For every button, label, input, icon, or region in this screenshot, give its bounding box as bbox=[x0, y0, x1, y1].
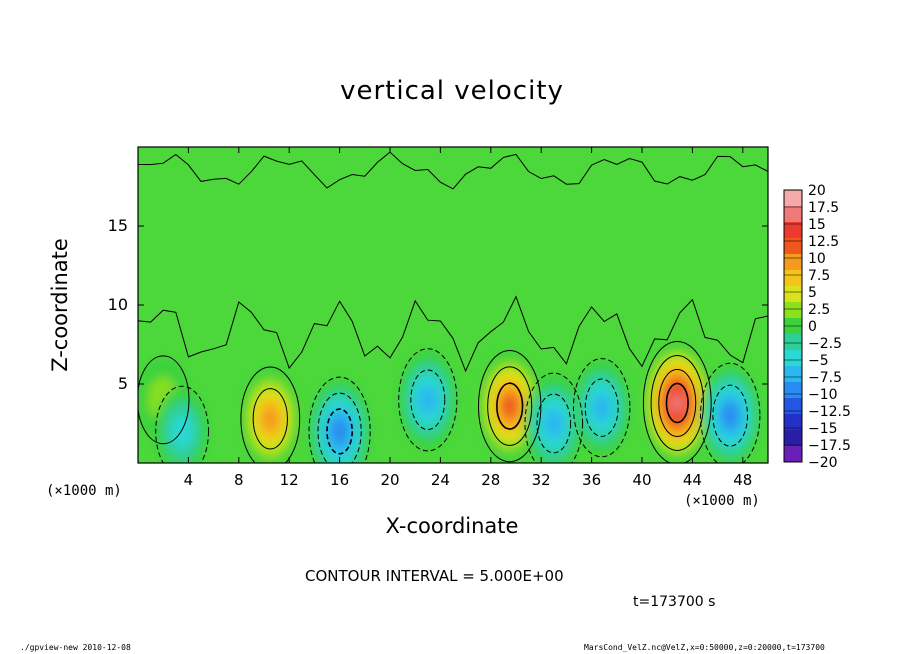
x-tick-label: 8 bbox=[234, 471, 244, 489]
contour-line bbox=[138, 355, 190, 445]
y-axis-unit: (×1000 m) bbox=[46, 483, 122, 499]
x-tick-label: 32 bbox=[532, 471, 551, 489]
x-tick-label: 36 bbox=[582, 471, 601, 489]
colorbar-label: −10 bbox=[808, 387, 838, 403]
x-tick-label: 28 bbox=[481, 471, 500, 489]
contour-line bbox=[524, 372, 584, 463]
colorbar-label: 17.5 bbox=[808, 200, 839, 216]
y-tick-label: 5 bbox=[118, 374, 128, 393]
x-tick-label: 20 bbox=[380, 471, 399, 489]
colorbar-swatch bbox=[784, 334, 802, 351]
footer-left: ./gpview-new 2010-12-08 bbox=[20, 643, 131, 652]
contour-line bbox=[496, 382, 524, 430]
colorbar-label: 7.5 bbox=[808, 268, 830, 284]
colorbar-swatch bbox=[784, 302, 802, 319]
contour-line bbox=[252, 388, 288, 450]
colorbar-label: 0 bbox=[808, 319, 817, 335]
colorbar-label: −17.5 bbox=[808, 438, 851, 454]
velocity-cell bbox=[524, 374, 584, 463]
x-axis-label: X-coordinate bbox=[385, 514, 519, 538]
colorbar-swatch bbox=[784, 222, 802, 239]
velocity-cell bbox=[572, 359, 631, 456]
chart-title: vertical velocity bbox=[340, 76, 564, 106]
colorbar-label: 2.5 bbox=[808, 302, 830, 318]
colorbar-label: 12.5 bbox=[808, 234, 839, 250]
x-tick-label: 4 bbox=[184, 471, 194, 489]
colorbar-swatch bbox=[784, 446, 802, 463]
contour-line bbox=[658, 368, 697, 437]
contour-lines bbox=[138, 151, 768, 463]
colorbar-label: 15 bbox=[808, 217, 826, 233]
colorbar-label: −12.5 bbox=[808, 404, 851, 420]
contour-line bbox=[326, 408, 354, 455]
velocity-field bbox=[138, 147, 768, 463]
velocity-cell bbox=[154, 387, 210, 463]
footer-right: MarsCond_VelZ.nc@VelZ,x=0:50000,z=0:2000… bbox=[584, 643, 825, 652]
velocity-cell bbox=[308, 378, 372, 463]
x-tick-label: 12 bbox=[280, 471, 299, 489]
colorbar-swatch bbox=[784, 238, 802, 255]
contour-line bbox=[642, 341, 712, 463]
contour-line bbox=[700, 362, 761, 463]
contour-line bbox=[572, 358, 631, 458]
x-axis-unit: (×1000 m) bbox=[684, 493, 760, 509]
contour-line bbox=[487, 366, 533, 446]
x-tick-label: 24 bbox=[431, 471, 450, 489]
colorbar-swatch bbox=[784, 414, 802, 431]
contour-line bbox=[155, 385, 209, 463]
colorbar-swatch bbox=[784, 190, 802, 207]
contour-line bbox=[398, 348, 458, 452]
contour-line bbox=[712, 384, 749, 447]
contour-line bbox=[240, 366, 301, 463]
y-tick-label: 10 bbox=[108, 295, 128, 314]
y-tick-label: 15 bbox=[108, 216, 128, 235]
colorbar-label: −5 bbox=[808, 353, 829, 369]
colorbar-swatch bbox=[784, 286, 802, 303]
colorbar-label: 20 bbox=[808, 183, 826, 199]
colorbar-swatch bbox=[784, 430, 802, 447]
x-tick-label: 40 bbox=[632, 471, 651, 489]
time-label: t=173700 s bbox=[633, 594, 716, 610]
colorbar: 2017.51512.5107.552.50−2.5−5−7.5−10−12.5… bbox=[783, 183, 851, 471]
contour-line bbox=[584, 378, 619, 437]
x-tick-label: 48 bbox=[733, 471, 752, 489]
y-axis-label: Z-coordinate bbox=[48, 238, 72, 372]
contour-line bbox=[410, 369, 446, 431]
contour-line bbox=[536, 393, 572, 454]
x-tick-label: 16 bbox=[330, 471, 349, 489]
colorbar-swatch bbox=[784, 398, 802, 415]
colorbar-label: 10 bbox=[808, 251, 826, 267]
colorbar-swatch bbox=[784, 366, 802, 383]
colorbar-label: 5 bbox=[808, 285, 817, 301]
colorbar-swatch bbox=[784, 206, 802, 223]
contour-line bbox=[650, 354, 704, 451]
colorbar-swatch bbox=[784, 382, 802, 399]
colorbar-label: −2.5 bbox=[808, 336, 842, 352]
contour-line bbox=[478, 350, 542, 463]
colorbar-swatch bbox=[784, 270, 802, 287]
colorbar-swatch bbox=[784, 254, 802, 271]
contour-line bbox=[308, 376, 371, 463]
contour-line-zero bbox=[138, 295, 768, 373]
x-tick-label: 44 bbox=[683, 471, 702, 489]
colorbar-label: −7.5 bbox=[808, 370, 842, 386]
contour-line bbox=[317, 392, 362, 463]
colorbar-label: −20 bbox=[808, 455, 838, 471]
colorbar-swatch bbox=[784, 350, 802, 367]
contour-interval: CONTOUR INTERVAL = 5.000E+00 bbox=[305, 567, 564, 585]
contour-line-upper bbox=[138, 151, 768, 190]
colorbar-label: −15 bbox=[808, 421, 838, 437]
contour-line bbox=[665, 382, 689, 424]
velocity-cell bbox=[397, 349, 458, 450]
